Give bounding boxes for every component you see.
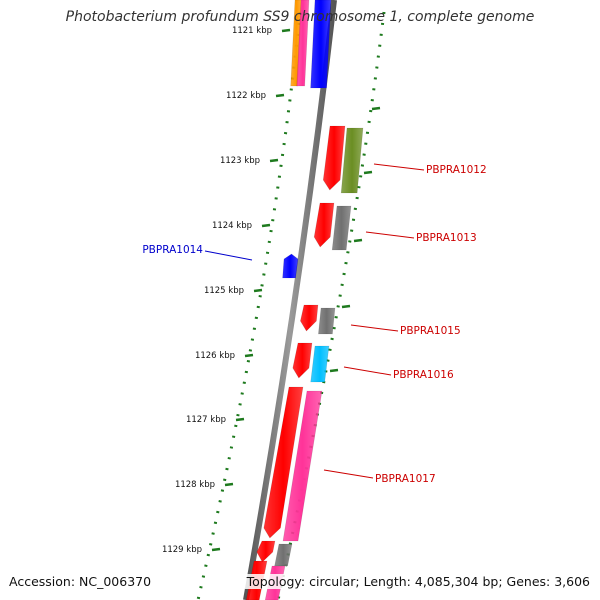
tick-mark <box>211 547 221 552</box>
tick-label: 1123 kbp <box>220 156 260 166</box>
tick-label: 1127 kbp <box>186 415 226 425</box>
gene-label-pbpra1017[interactable]: PBPRA1017 <box>375 473 436 485</box>
gene-pbpra1012-cog <box>340 127 364 194</box>
gene-pbpra1012-cds <box>322 125 346 191</box>
tick-label: 1129 kbp <box>162 545 202 555</box>
tick-label: 1126 kbp <box>195 351 235 361</box>
gene-label-leader-line <box>343 366 392 376</box>
outer-tick-mark <box>341 304 351 309</box>
gene-block-top-magenta <box>296 0 310 87</box>
gene-pbpra1015-cds <box>300 304 319 332</box>
tick-label: 1122 kbp <box>226 91 266 101</box>
gene-pbpra1017-cog <box>282 390 323 542</box>
tick-label: 1121 kbp <box>232 26 272 36</box>
gene-pbpra1014-cds <box>282 253 299 279</box>
gene-label-pbpra1016[interactable]: PBPRA1016 <box>393 369 454 381</box>
tick-mark <box>275 93 285 98</box>
gene-label-leader-line <box>204 250 253 261</box>
topology-text: Topology: circular; Length: 4,085,304 bp… <box>244 574 590 589</box>
gene-label-pbpra1013[interactable]: PBPRA1013 <box>416 232 477 244</box>
gene-block-top-blue <box>310 0 332 89</box>
tick-label: 1124 kbp <box>212 221 252 231</box>
tick-mark <box>269 158 279 163</box>
chromosome-backbone <box>243 0 337 600</box>
gene-labels: PBPRA1012 PBPRA1013 PBPRA1014 PBPRA1015 PBPR… <box>142 163 487 485</box>
gene-label-leader-line <box>323 469 374 479</box>
outer-tick-mark <box>363 170 373 175</box>
gene-bottom-cog <box>274 543 293 567</box>
gene-pbpra1016-cds <box>292 342 313 379</box>
outer-tick-mark <box>353 238 363 243</box>
gene-label-pbpra1014[interactable]: PBPRA1014 <box>142 244 203 256</box>
tick-mark <box>235 417 245 422</box>
tick-mark <box>253 288 263 293</box>
tick-mark <box>224 482 234 487</box>
tick-mark <box>261 223 271 228</box>
outer-tick-mark <box>329 368 339 373</box>
gene-pbpra1016-cog <box>310 345 330 383</box>
gene-pbpra1013-cog <box>331 205 352 251</box>
gene-features <box>245 0 364 600</box>
tick-label: 1125 kbp <box>204 286 244 296</box>
gene-bottom-cds <box>256 540 276 563</box>
gene-label-pbpra1015[interactable]: PBPRA1015 <box>400 325 461 337</box>
accession-text: Accession: NC_006370 <box>9 574 152 589</box>
tick-marks: 1121 kbp 1122 kbp 1123 kbp 1124 kbp 1125 kbp… <box>162 26 381 555</box>
tick-mark <box>281 28 291 33</box>
gene-label-leader-line <box>365 231 415 239</box>
gene-label-leader-line <box>373 163 425 171</box>
gene-pbpra1017-cds <box>263 386 304 539</box>
map-title: Photobacterium profundum SS9 chromosome … <box>65 9 535 25</box>
gene-pbpra1013-cds <box>313 202 335 248</box>
gene-label-leader-line <box>350 324 399 332</box>
outer-tick-mark <box>371 106 381 111</box>
inner-dotted-track <box>196 11 302 600</box>
gene-pbpra1015-cog <box>318 307 336 335</box>
tick-mark <box>244 353 254 358</box>
gene-label-pbpra1012[interactable]: PBPRA1012 <box>426 164 487 176</box>
tick-label: 1128 kbp <box>175 480 215 490</box>
